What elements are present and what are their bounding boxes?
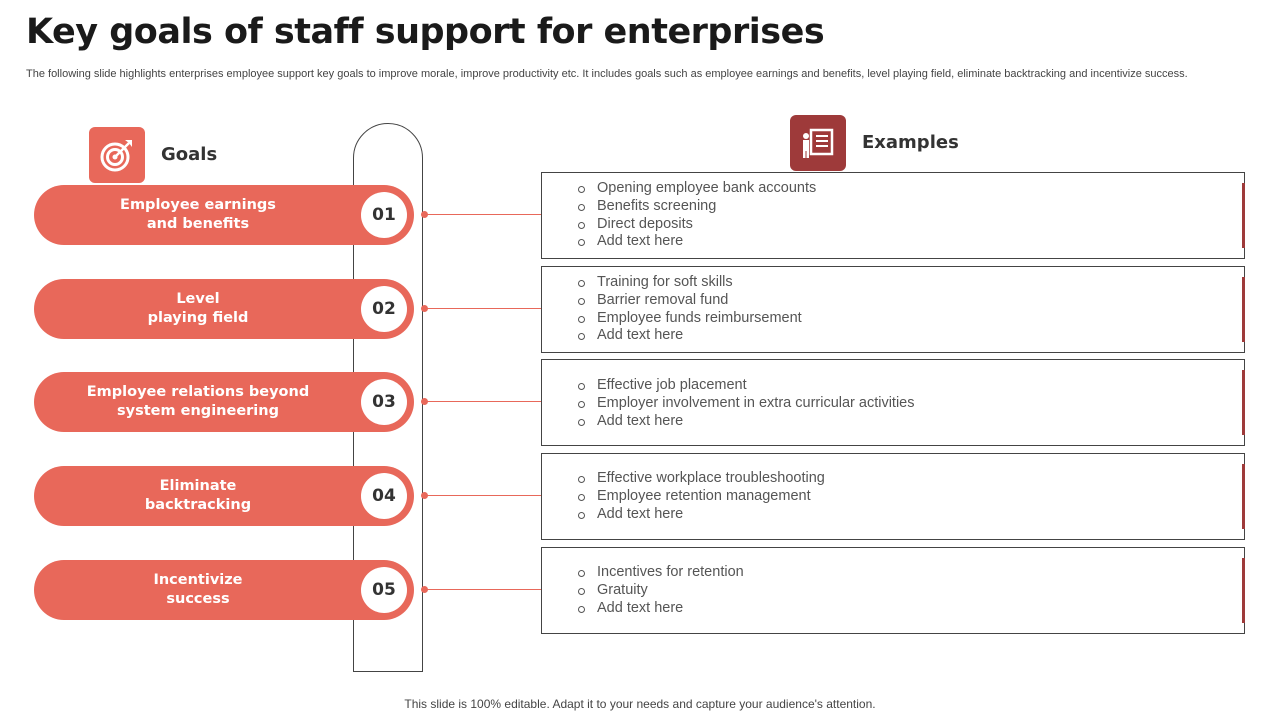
box-accent-bar (1242, 277, 1245, 342)
goal-pill (34, 466, 414, 526)
circle-bullet-icon (578, 511, 585, 519)
circle-bullet-icon (578, 315, 585, 323)
goal-pill (34, 279, 414, 339)
list-item: Add text here (578, 600, 744, 618)
goal-number: 01 (361, 192, 407, 238)
goal-label: Incentivize success (153, 572, 243, 607)
list-item: Training for soft skills (578, 274, 802, 292)
goal-label: Employee earnings and benefits (120, 197, 276, 232)
examples-list: Effective workplace troubleshooting Empl… (578, 470, 825, 523)
examples-list: Effective job placement Employer involve… (578, 377, 915, 430)
list-item: Effective job placement (578, 377, 915, 395)
goal-label: Eliminate backtracking (144, 478, 252, 513)
goal-row-05: Incentivize success 05 (34, 560, 414, 620)
goal-number: 05 (361, 567, 407, 613)
goal-label: Level playing field (147, 291, 249, 326)
goal-label: Employee relations beyond system enginee… (86, 384, 310, 419)
circle-bullet-icon (578, 280, 585, 287)
list-item: Gratuity (578, 582, 744, 600)
circle-bullet-icon (578, 476, 585, 483)
examples-box-05: Incentives for retention Gratuity Add te… (541, 547, 1245, 634)
examples-box-03: Effective job placement Employer involve… (541, 359, 1245, 446)
box-accent-bar (1242, 370, 1245, 435)
footer-note: This slide is 100% editable. Adapt it to… (404, 697, 876, 711)
circle-bullet-icon (578, 418, 585, 426)
presentation-board-icon (790, 115, 846, 171)
circle-bullet-icon (578, 493, 585, 501)
circle-bullet-icon (578, 587, 585, 595)
goal-row-04: Eliminate backtracking 04 (34, 466, 414, 526)
connector-line (424, 589, 542, 590)
goal-row-02: Level playing field 02 (34, 279, 414, 339)
list-item: Add text here (578, 327, 802, 345)
list-item: Add text here (578, 506, 825, 524)
list-item: Effective workplace troubleshooting (578, 470, 825, 488)
examples-box-01: Opening employee bank accounts Benefits … (541, 172, 1245, 259)
connector-line (424, 214, 542, 215)
list-item: Direct deposits (578, 216, 816, 234)
list-item: Employee funds reimbursement (578, 310, 802, 328)
list-item: Benefits screening (578, 198, 816, 216)
list-item: Opening employee bank accounts (578, 180, 816, 198)
examples-box-04: Effective workplace troubleshooting Empl… (541, 453, 1245, 540)
target-icon (89, 127, 145, 183)
examples-list: Training for soft skills Barrier removal… (578, 274, 802, 345)
box-accent-bar (1242, 558, 1245, 623)
list-item: Barrier removal fund (578, 292, 802, 310)
goal-number: 02 (361, 286, 407, 332)
goal-row-01: Employee earnings and benefits 01 (34, 185, 414, 245)
page-title: Key goals of staff support for enterpris… (26, 12, 825, 52)
examples-header: Examples (862, 132, 959, 153)
connector-line (424, 401, 542, 402)
list-item: Incentives for retention (578, 564, 744, 582)
goal-number: 04 (361, 473, 407, 519)
examples-list: Opening employee bank accounts Benefits … (578, 180, 816, 251)
circle-bullet-icon (578, 333, 585, 341)
list-item: Add text here (578, 413, 915, 431)
list-item: Add text here (578, 233, 816, 251)
circle-bullet-icon (578, 570, 585, 577)
goal-pill (34, 372, 414, 432)
goals-header: Goals (161, 144, 218, 165)
examples-box-02: Training for soft skills Barrier removal… (541, 266, 1245, 353)
goal-pill (34, 185, 414, 245)
list-item: Employee retention management (578, 488, 825, 506)
circle-bullet-icon (578, 605, 585, 613)
goal-number: 03 (361, 379, 407, 425)
circle-bullet-icon (578, 186, 585, 193)
circle-bullet-icon (578, 203, 585, 211)
connector-line (424, 495, 542, 496)
circle-bullet-icon (578, 297, 585, 305)
box-accent-bar (1242, 464, 1245, 529)
circle-bullet-icon (578, 239, 585, 247)
box-accent-bar (1242, 183, 1245, 248)
circle-bullet-icon (578, 221, 585, 229)
list-item: Employer involvement in extra curricular… (578, 395, 915, 413)
page-subtitle: The following slide highlights enterpris… (26, 68, 1188, 80)
connector-line (424, 308, 542, 309)
goal-row-03: Employee relations beyond system enginee… (34, 372, 414, 432)
goal-pill (34, 560, 414, 620)
circle-bullet-icon (578, 400, 585, 408)
examples-list: Incentives for retention Gratuity Add te… (578, 564, 744, 617)
circle-bullet-icon (578, 383, 585, 390)
